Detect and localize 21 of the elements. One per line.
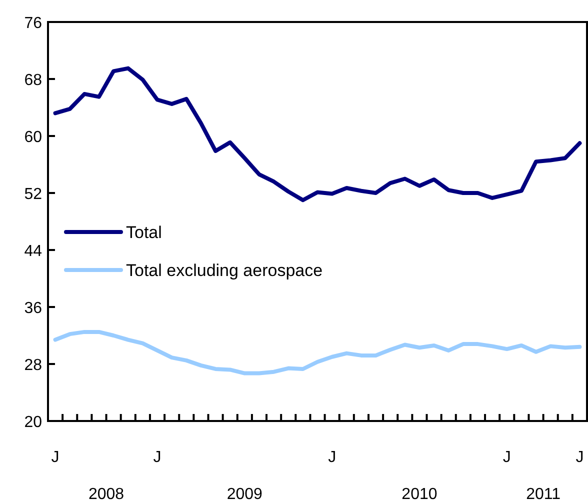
text: 2010 [402,486,438,502]
legend-label: Total [126,223,162,242]
y-tick-label: 52 [24,186,42,203]
y-tick-label: 44 [24,243,42,260]
y-tick-label: 36 [24,300,42,317]
line-series [53,66,582,202]
text: 2011 [526,486,561,502]
x-tick-label: J [153,449,162,466]
y-tick-label: 20 [24,414,42,431]
line-series [53,330,582,376]
legend-label: Total excluding aerospace [126,261,323,280]
x-tick-label: J [502,449,511,466]
y-tick-label: 68 [24,72,42,89]
y-tick-label: 60 [24,129,42,146]
x-tick-label: J [51,449,60,466]
text: 2009 [226,486,263,502]
y-tick-label: 28 [24,357,42,374]
text: 2008 [88,486,124,502]
y-tick-label: 76 [24,15,42,32]
x-tick-label: J [576,449,584,466]
x-tick-label: J [328,449,336,466]
